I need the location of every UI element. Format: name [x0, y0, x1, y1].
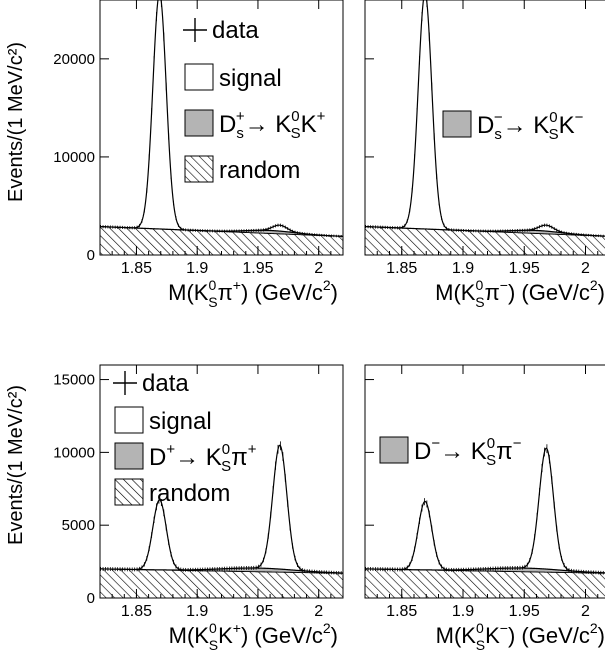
x-tick-label: 1.95	[509, 260, 540, 277]
legend-label-random: random	[149, 480, 230, 507]
plot-area	[365, 444, 605, 598]
signal-swatch-icon	[114, 406, 144, 434]
signal-area	[365, 447, 605, 574]
x-tick-label: 1.9	[452, 603, 474, 620]
legend-entry-d_minus: D−→ K0 Sπ−	[379, 435, 522, 469]
y-tick-label: 10000	[53, 444, 95, 461]
panel-bottom-right: 1.85 1.9 1.95 2M(K0 SK−) (GeV/c2) D−→ K0 Sπ−	[364, 364, 605, 653]
random-background-area	[365, 568, 605, 598]
legend-label-ds_plus: Ds+→ K0 SK+	[219, 108, 326, 142]
legend-entry-d_plus: D+→ K0 Sπ+	[114, 441, 257, 475]
x-tick-label: 1.85	[121, 260, 152, 277]
legend-label-random: random	[219, 157, 300, 184]
legend-label-d_plus: D+→ K0 Sπ+	[149, 441, 257, 475]
legend-entry-ds_minus: Ds−→ K0 SK−	[442, 109, 584, 143]
legend-label-signal: signal	[149, 408, 212, 435]
x-tick-label: 1.95	[509, 603, 540, 620]
x-axis-title: M(K0 Sπ−) (GeV/c2)	[435, 277, 605, 310]
x-tick-label: 1.9	[186, 260, 208, 277]
legend-entry-ds_plus: Ds+→ K0 SK+	[184, 108, 326, 142]
y-tick-label: 15000	[53, 372, 95, 389]
panels: 1.85 1.9 1.95 2 0 10000 20000 M(K0 Sπ+) (GeV/c2)…	[53, 0, 605, 653]
legend-label-data: data	[142, 370, 189, 397]
y-axis-title-top: Events/(1 MeV/c²)	[5, 42, 27, 202]
swap-swatch-icon	[184, 109, 214, 137]
panel-top-left: 1.85 1.9 1.95 2 0 10000 20000 M(K0 Sπ+) (GeV/c2)…	[53, 0, 344, 310]
swap-swatch-icon	[379, 436, 409, 464]
y-axis-title-bottom: Events/(1 MeV/c²)	[5, 385, 27, 545]
x-tick-label: 1.85	[121, 603, 152, 620]
x-tick-label: 1.9	[452, 260, 474, 277]
plot-area	[100, 0, 343, 255]
legend-label-ds_minus: Ds−→ K0 SK−	[477, 109, 584, 143]
legend-label-d_minus: D−→ K0 Sπ−	[414, 435, 522, 469]
legend-label-data: data	[212, 17, 259, 44]
signal-swatch-icon	[184, 63, 214, 91]
x-tick-label: 2	[314, 260, 323, 277]
legend-label-signal: signal	[219, 65, 282, 92]
y-tick-label: 20000	[53, 51, 95, 68]
y-tick-label: 0	[87, 590, 95, 607]
legend-entry-signal: signal	[184, 63, 282, 92]
x-tick-label: 1.85	[386, 603, 417, 620]
panel-bottom-left: 1.85 1.9 1.95 2 0 5000 10000 15000 M(K0 SK+) (GeV…	[53, 364, 344, 653]
panel-top-right: 1.85 1.9 1.95 2M(K0 Sπ−) (GeV/c2) Ds−→ K0 SK−	[364, 0, 605, 310]
x-axis-title: M(K0 SK+) (GeV/c2)	[169, 620, 338, 653]
x-tick-label: 2	[581, 260, 590, 277]
x-axis-title: M(K0 SK−) (GeV/c2)	[436, 620, 605, 653]
plot-area	[365, 0, 605, 255]
x-tick-label: 1.95	[242, 603, 273, 620]
x-tick-label: 2	[314, 603, 323, 620]
random-swatch-icon	[114, 478, 144, 506]
y-tick-label: 10000	[53, 149, 95, 166]
y-tick-label: 0	[87, 247, 95, 264]
plot-area	[100, 441, 343, 598]
x-tick-label: 1.95	[242, 260, 273, 277]
swap-swatch-icon	[114, 442, 144, 470]
legend-entry-data: data	[183, 17, 259, 44]
x-tick-label: 1.9	[186, 603, 208, 620]
random-swatch-icon	[184, 155, 214, 183]
legend-entry-signal: signal	[114, 406, 212, 435]
y-tick-label: 5000	[62, 517, 95, 534]
x-tick-label: 1.85	[386, 260, 417, 277]
x-axis-title: M(K0 Sπ+) (GeV/c2)	[168, 277, 338, 310]
plot-frame	[364, 364, 605, 599]
x-tick-label: 2	[581, 603, 590, 620]
swap-swatch-icon	[442, 110, 472, 138]
legend-entry-random: random	[184, 155, 300, 184]
legend-entry-random: random	[114, 478, 230, 507]
legend-entry-data: data	[113, 370, 189, 397]
